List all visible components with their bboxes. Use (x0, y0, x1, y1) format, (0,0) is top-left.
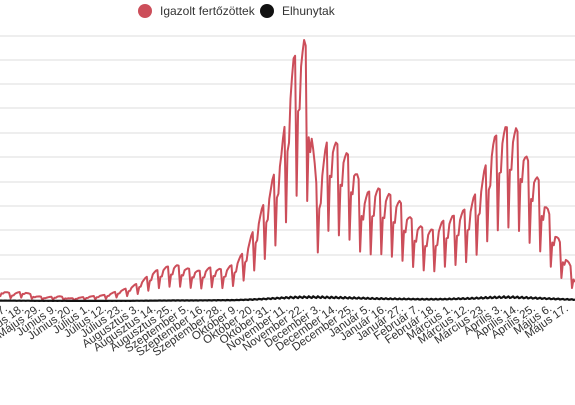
legend-label-deaths: Elhunytak (282, 4, 336, 18)
x-axis-ticks: május 7.Május 18.Május 29.Június 9.Júniu… (0, 302, 571, 359)
series-layer (0, 39, 575, 302)
series-line-deaths (0, 295, 575, 302)
legend-label-confirmed: Igazolt fertőzöttek (160, 4, 256, 18)
series-line-confirmed (0, 39, 575, 302)
legend-marker-confirmed (138, 4, 152, 18)
legend-item-deaths[interactable]: Elhunytak (260, 4, 336, 18)
legend: Igazolt fertőzöttek Elhunytak (138, 4, 336, 18)
legend-marker-deaths (260, 4, 274, 18)
legend-item-confirmed[interactable]: Igazolt fertőzöttek (138, 4, 256, 18)
